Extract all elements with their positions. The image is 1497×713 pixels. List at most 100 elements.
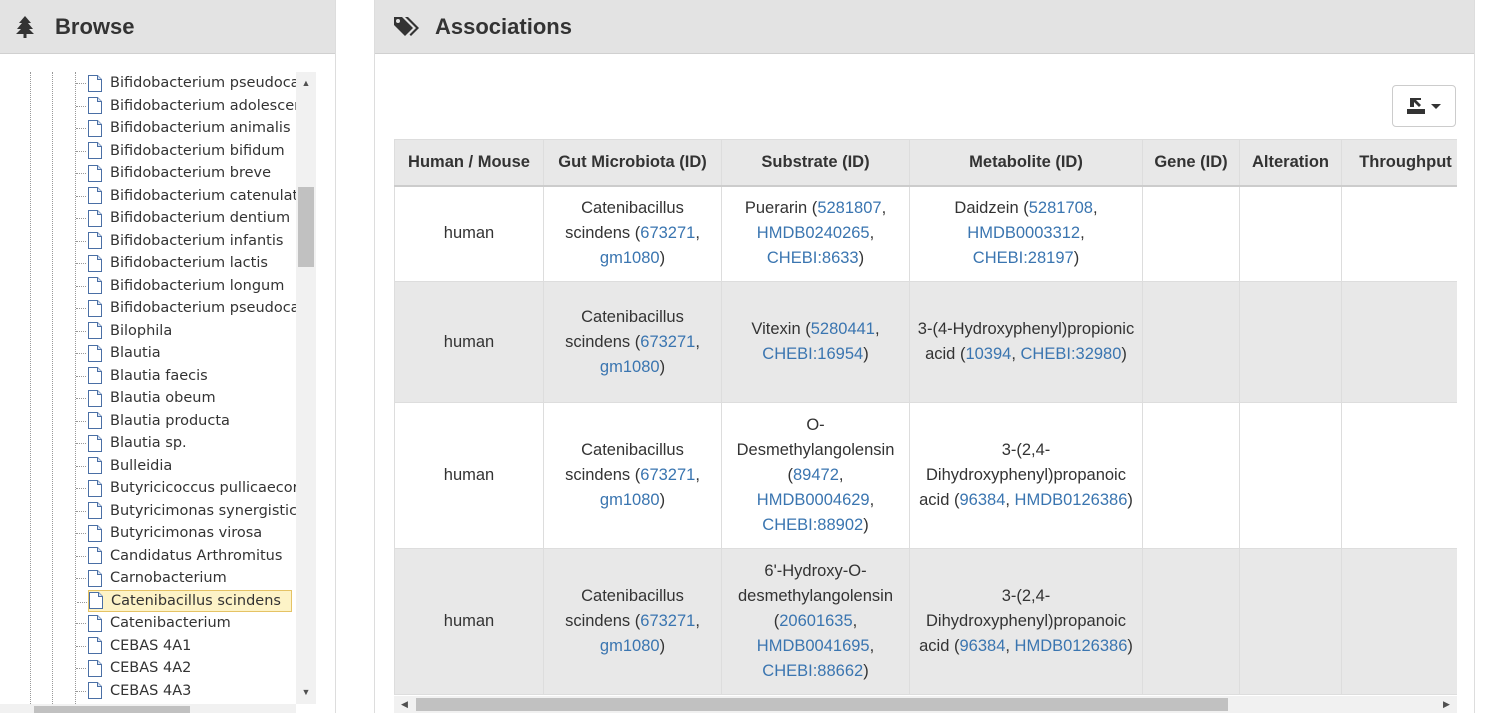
document-icon <box>88 322 102 340</box>
gene-cell <box>1142 281 1240 403</box>
scroll-down-icon[interactable]: ▼ <box>301 686 311 697</box>
tree-horizontal-scrollbar[interactable] <box>0 704 296 713</box>
tree-branch-line <box>76 105 86 107</box>
id-link[interactable]: gm1080 <box>599 357 660 376</box>
id-link[interactable]: HMDB0004629 <box>756 491 870 509</box>
document-icon <box>88 614 102 632</box>
id-link[interactable]: CHEBI:16954 <box>762 345 864 363</box>
throughput-cell <box>1341 402 1457 549</box>
column-header-metabolite[interactable]: Metabolite (ID) <box>909 139 1143 187</box>
id-link[interactable]: 96384 <box>959 491 1006 509</box>
tree-item[interactable]: Candidatus Arthromitus <box>76 545 296 568</box>
column-header-substrate[interactable]: Substrate (ID) <box>721 139 910 187</box>
document-icon <box>88 412 102 430</box>
id-link[interactable]: HMDB0003312 <box>967 224 1081 243</box>
page-scrollbar[interactable] <box>1476 0 1497 713</box>
throughput-cell <box>1341 185 1457 282</box>
id-link[interactable]: 20601635 <box>779 612 853 630</box>
document-icon <box>88 142 102 160</box>
tree-item[interactable]: CEBAS 4A3 <box>76 680 296 703</box>
id-link[interactable]: 5280441 <box>810 320 875 338</box>
id-link[interactable]: HMDB0041695 <box>756 637 870 655</box>
id-link[interactable]: gm1080 <box>599 637 660 655</box>
taxonomy-tree[interactable]: Bifidobacterium pseudocatenulatum Bifidob… <box>0 72 316 704</box>
scroll-thumb[interactable] <box>34 706 190 713</box>
tree-item-label: Bifidobacterium longum <box>110 277 285 294</box>
cell-text: Catenibacillus scindens <box>565 441 684 484</box>
scroll-thumb[interactable] <box>416 698 1228 711</box>
tree-item[interactable]: Bulleidia <box>76 455 296 478</box>
tree-item[interactable]: Bifidobacterium adolescentis <box>76 95 296 118</box>
tree-item[interactable]: Bifidobacterium pseudocatenulatum <box>76 297 296 320</box>
tree-item[interactable]: Bifidobacterium infantis <box>76 230 296 253</box>
id-link[interactable]: 673271 <box>640 612 696 630</box>
id-link[interactable]: CHEBI:88902 <box>762 516 864 534</box>
document-icon <box>88 232 102 250</box>
tree-item[interactable]: Catenibacillus scindens <box>77 589 292 612</box>
document-icon <box>88 457 102 475</box>
id-link[interactable]: CHEBI:88662 <box>762 662 864 680</box>
tree-item[interactable]: Bifidobacterium dentium <box>76 207 296 230</box>
tree-item[interactable]: Bifidobacterium lactis <box>76 252 296 275</box>
scroll-thumb[interactable] <box>298 187 314 267</box>
tree-item[interactable]: Carnobacterium <box>76 567 296 590</box>
tree-vertical-scrollbar[interactable]: ▲ ▼ <box>296 72 316 704</box>
scroll-up-icon[interactable]: ▲ <box>301 77 311 88</box>
tree-item[interactable]: CEBAS 4A2 <box>76 657 296 680</box>
tree-item[interactable]: Catenibacterium <box>76 612 296 635</box>
id-link[interactable]: 673271 <box>640 224 696 243</box>
document-icon <box>88 299 102 317</box>
id-link[interactable]: 10394 <box>965 345 1012 363</box>
export-button[interactable] <box>1392 85 1456 127</box>
tree-item[interactable]: Bifidobacterium pseudocatenulatum <box>76 72 296 95</box>
column-header-microbiota[interactable]: Gut Microbiota (ID) <box>543 139 722 187</box>
column-header-host[interactable]: Human / Mouse <box>394 139 544 187</box>
column-header-alteration[interactable]: Alteration <box>1239 139 1342 187</box>
tree-item[interactable]: Blautia producta <box>76 410 296 433</box>
id-link[interactable]: 96384 <box>959 637 1006 655</box>
export-icon <box>1407 98 1425 114</box>
tree-item[interactable]: Blautia <box>76 342 296 365</box>
tree-item[interactable]: CEBAS 4A1 <box>76 635 296 658</box>
tree-item[interactable]: Bifidobacterium catenulatum <box>76 185 296 208</box>
scroll-left-icon[interactable]: ◀ <box>401 699 408 709</box>
scroll-right-icon[interactable]: ▶ <box>1443 699 1450 709</box>
column-header-gene[interactable]: Gene (ID) <box>1142 139 1240 187</box>
tree-item[interactable]: Blautia sp. <box>76 432 296 455</box>
tree-item[interactable]: Bifidobacterium animalis <box>76 117 296 140</box>
table-horizontal-scrollbar[interactable]: ◀ ▶ <box>394 696 1457 713</box>
id-link[interactable]: gm1080 <box>599 249 660 268</box>
metabolite-cell: 3-(2,4-Dihydroxyphenyl)propanoic acid (9… <box>909 548 1143 695</box>
document-icon <box>88 277 102 295</box>
gene-cell <box>1142 185 1240 282</box>
column-header-throughput[interactable]: Throughput <box>1341 139 1457 187</box>
tree-item[interactable]: Bifidobacterium longum <box>76 275 296 298</box>
tree-item[interactable]: Blautia faecis <box>76 365 296 388</box>
document-icon <box>88 97 102 115</box>
id-link[interactable]: CHEBI:32980 <box>1020 345 1122 363</box>
document-icon <box>88 547 102 565</box>
id-link[interactable]: HMDB0126386 <box>1014 637 1128 655</box>
tree-item[interactable]: Blautia obeum <box>76 387 296 410</box>
id-link[interactable]: CHEBI:28197 <box>972 249 1074 268</box>
id-link[interactable]: 5281708 <box>1028 199 1093 218</box>
tree-item[interactable]: Bifidobacterium breve <box>76 162 296 185</box>
alteration-cell <box>1239 548 1342 695</box>
tree-item[interactable]: Bifidobacterium bifidum <box>76 140 296 163</box>
id-link[interactable]: gm1080 <box>599 491 660 509</box>
tree-item-label: Blautia faecis <box>110 367 208 384</box>
id-link[interactable]: 673271 <box>640 332 696 351</box>
tree-item[interactable]: Butyricimonas synergistica <box>76 500 296 523</box>
tree-item[interactable]: Bilophila <box>76 320 296 343</box>
tree-item[interactable]: Butyricicoccus pullicaecorum <box>76 477 296 500</box>
id-link[interactable]: 5281807 <box>817 199 882 218</box>
cell-text: 3-(2,4-Dihydroxyphenyl)propanoic acid <box>919 441 1126 509</box>
id-link[interactable]: 673271 <box>640 466 696 484</box>
id-link[interactable]: CHEBI:8633 <box>766 249 859 268</box>
tree-branch-line <box>76 173 86 174</box>
id-link[interactable]: HMDB0126386 <box>1014 491 1128 509</box>
tree-item-label: Bilophila <box>110 322 173 339</box>
id-link[interactable]: 89472 <box>793 466 839 484</box>
tree-item[interactable]: Butyricimonas virosa <box>76 522 296 545</box>
id-link[interactable]: HMDB0240265 <box>756 224 870 243</box>
